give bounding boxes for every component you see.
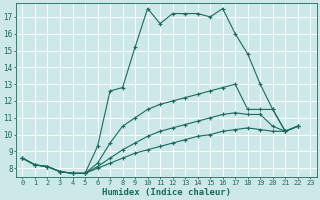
X-axis label: Humidex (Indice chaleur): Humidex (Indice chaleur) (102, 188, 231, 197)
